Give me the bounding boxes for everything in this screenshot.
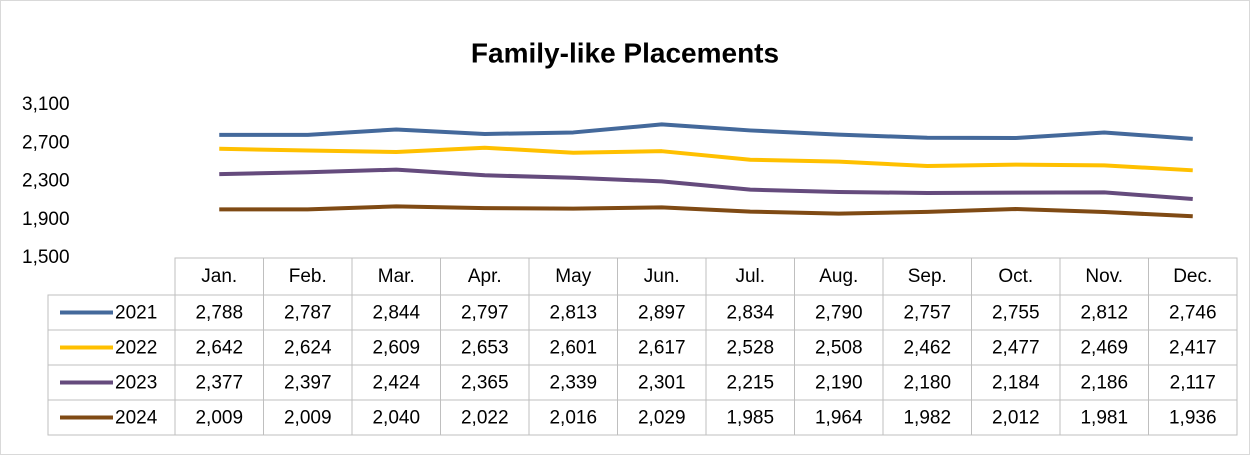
series-line (219, 145, 1193, 173)
table-value: 2,215 (726, 373, 774, 394)
table-value: 2,813 (549, 303, 597, 324)
table-value: 2,012 (992, 408, 1040, 429)
table-value: 2,746 (1169, 303, 1217, 324)
series-line (219, 204, 1193, 219)
series-line (219, 122, 1193, 141)
table-value: 2,844 (372, 303, 420, 324)
x-tick-label: Dec. (1173, 266, 1212, 287)
table-value: 2,190 (815, 373, 863, 394)
table-value: 2,601 (549, 338, 597, 359)
legend-label: 2024 (115, 408, 158, 429)
x-tick-label: Jan. (201, 266, 237, 287)
table-value: 2,790 (815, 303, 863, 324)
table-value: 2,339 (549, 373, 597, 394)
table-value: 2,424 (372, 373, 420, 394)
table-value: 2,755 (992, 303, 1040, 324)
table-value: 2,787 (284, 303, 332, 324)
table-value: 1,964 (815, 408, 863, 429)
x-tick-label: Nov. (1085, 266, 1123, 287)
table-value: 2,186 (1080, 373, 1128, 394)
table-value: 2,617 (638, 338, 686, 359)
table-value: 2,834 (726, 303, 774, 324)
table-value: 1,985 (726, 408, 774, 429)
table-value: 2,029 (638, 408, 686, 429)
table-value: 2,022 (461, 408, 509, 429)
table-value: 2,797 (461, 303, 509, 324)
table-value: 2,788 (195, 303, 243, 324)
x-tick-label: Feb. (289, 266, 327, 287)
table-value: 1,982 (903, 408, 951, 429)
x-tick-label: Sep. (908, 266, 947, 287)
table-value: 2,528 (726, 338, 774, 359)
table-value: 2,757 (903, 303, 951, 324)
x-tick-label: Apr. (468, 266, 502, 287)
table-value: 2,009 (284, 408, 332, 429)
table-value: 2,365 (461, 373, 509, 394)
table-value: 2,417 (1169, 338, 1217, 359)
table-value: 2,016 (549, 408, 597, 429)
table-value: 2,812 (1080, 303, 1128, 324)
table-value: 2,642 (195, 338, 243, 359)
x-tick-label: Aug. (819, 266, 858, 287)
table-value: 2,609 (372, 338, 420, 359)
y-tick-label: 3,100 (22, 94, 70, 115)
table-value: 2,117 (1170, 373, 1216, 394)
legend-label: 2023 (115, 373, 157, 394)
table-value: 2,469 (1080, 338, 1128, 359)
x-tick-label: Jul. (735, 266, 765, 287)
x-tick-label: May (555, 266, 591, 287)
y-tick-label: 2,300 (22, 171, 70, 192)
table-value: 1,936 (1169, 408, 1217, 429)
legend-label: 2021 (115, 303, 157, 324)
x-tick-label: Oct. (998, 266, 1033, 287)
table-value: 2,180 (903, 373, 951, 394)
table-value: 2,184 (992, 373, 1040, 394)
table-value: 2,624 (284, 338, 332, 359)
table-value: 2,040 (372, 408, 420, 429)
table-value: 1,981 (1080, 408, 1128, 429)
table-value: 2,397 (284, 373, 332, 394)
table-value: 2,508 (815, 338, 863, 359)
table-cell (1148, 399, 1238, 436)
legend-label: 2022 (115, 338, 157, 359)
y-tick-label: 2,700 (22, 132, 70, 153)
y-tick-label: 1,900 (22, 209, 70, 230)
table-value: 2,301 (638, 373, 686, 394)
table-value: 2,653 (461, 338, 509, 359)
table-value: 2,897 (638, 303, 686, 324)
table-value: 2,009 (195, 408, 243, 429)
x-tick-label: Jun. (644, 266, 680, 287)
y-tick-label: 1,500 (22, 247, 70, 268)
chart-title: Family-like Placements (471, 37, 779, 68)
table-value: 2,377 (195, 373, 243, 394)
table-value: 2,477 (992, 338, 1040, 359)
table-value: 2,462 (903, 338, 951, 359)
series-line (219, 167, 1193, 201)
x-tick-label: Mar. (378, 266, 415, 287)
